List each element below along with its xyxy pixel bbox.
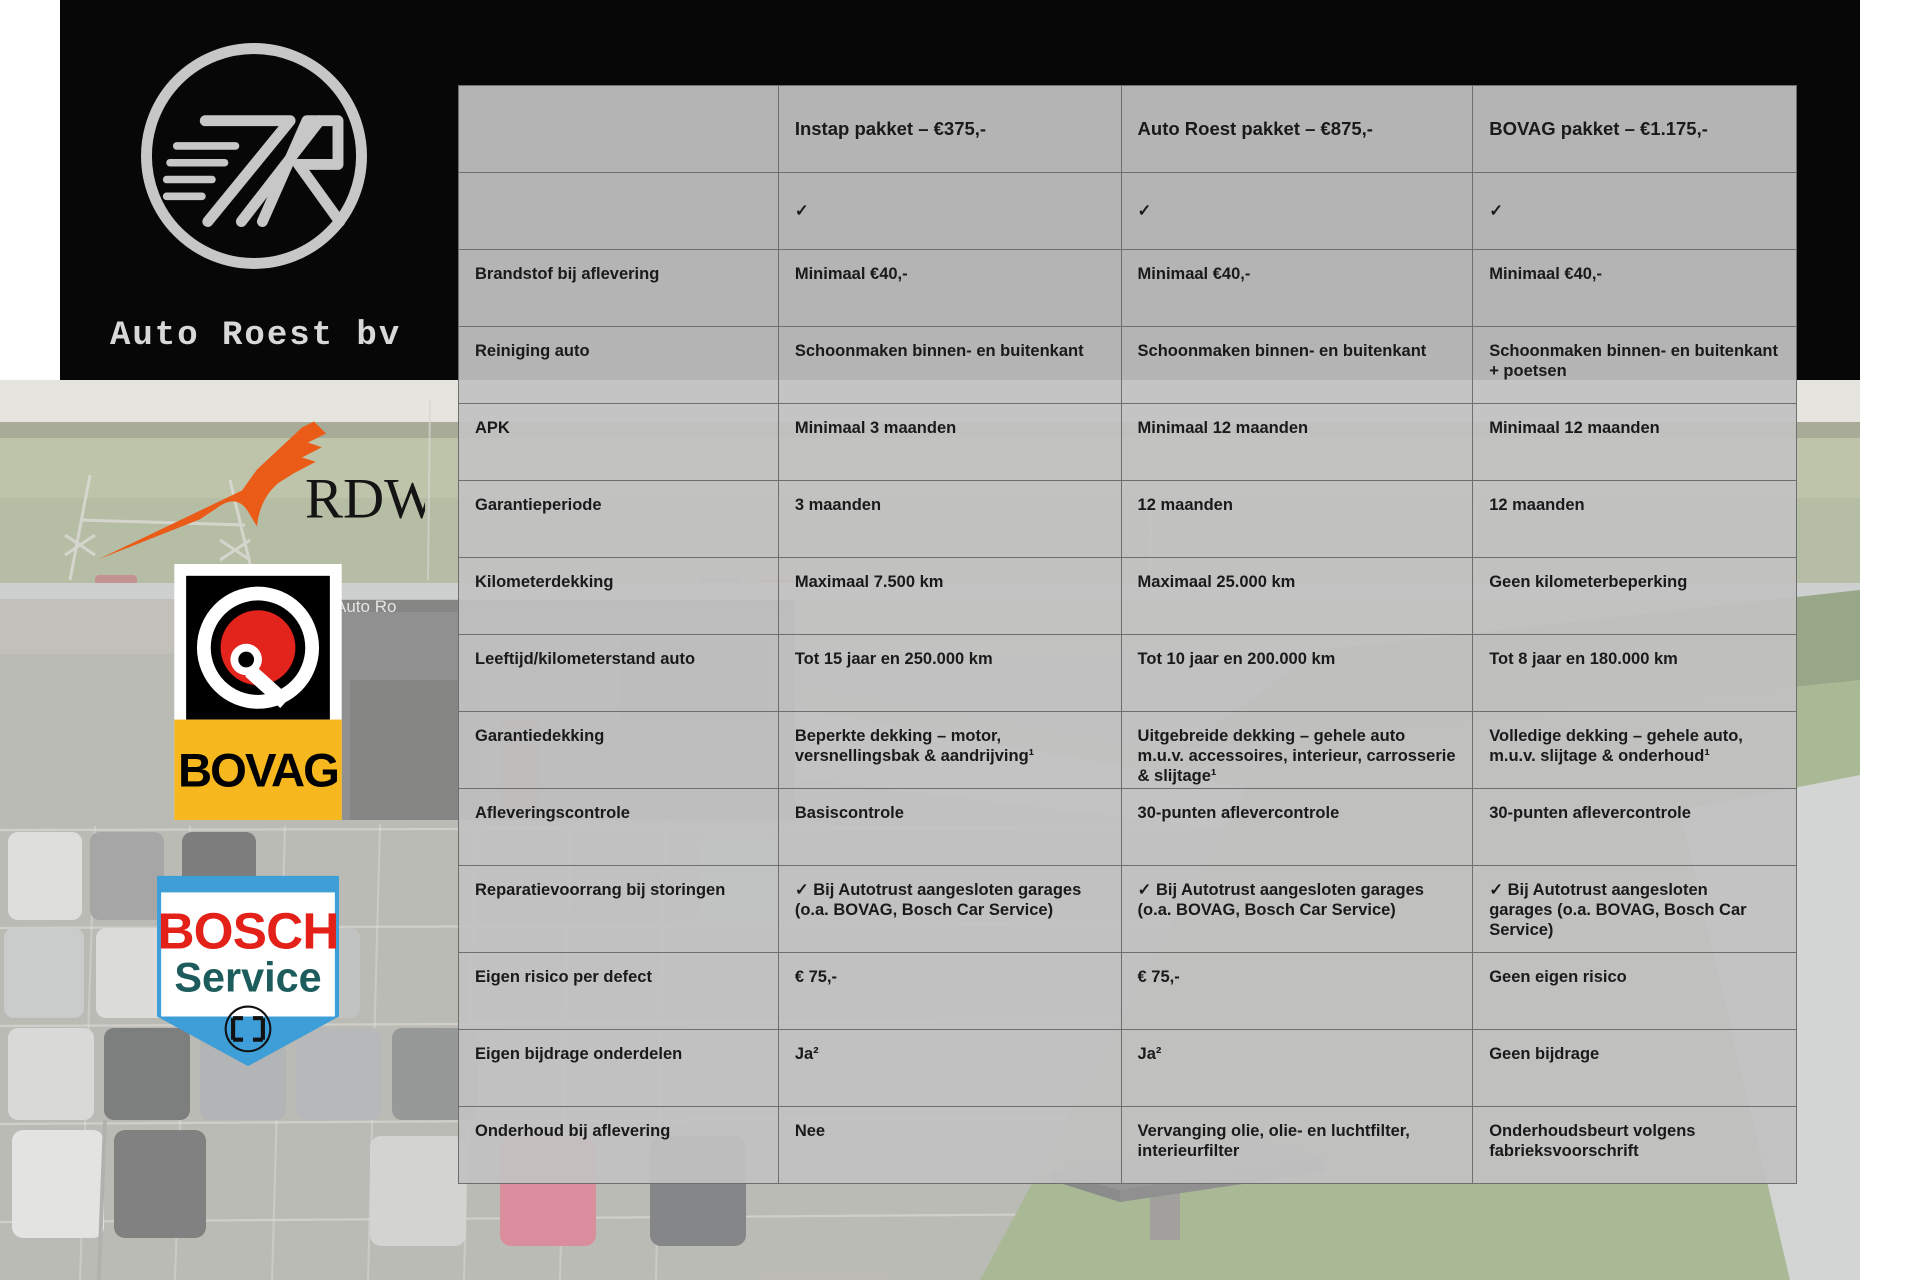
svg-text:BOVAG: BOVAG	[178, 745, 338, 798]
svg-text:Service: Service	[174, 955, 321, 1001]
svg-text:Auto Ro: Auto Ro	[335, 597, 396, 616]
svg-text:BOSCH: BOSCH	[157, 903, 338, 960]
svg-text:RDW: RDW	[305, 468, 425, 531]
